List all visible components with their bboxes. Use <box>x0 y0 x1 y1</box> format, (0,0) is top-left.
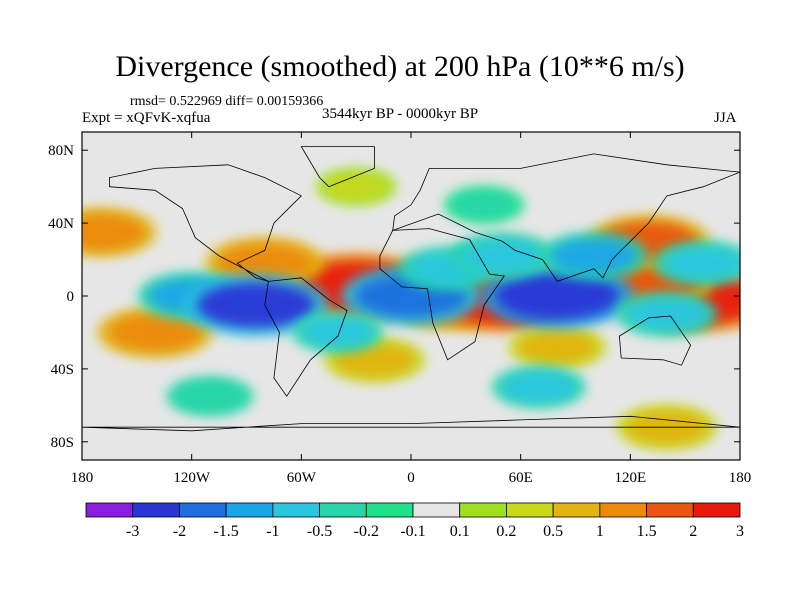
x-tick-label: 60E <box>509 470 533 486</box>
coastline <box>264 277 348 397</box>
period-label: 3544kyr BP - 0000kyr BP <box>322 106 479 122</box>
y-tick-label: 80N <box>48 143 74 159</box>
coastline <box>618 315 692 366</box>
feature-blob <box>82 214 146 251</box>
colorbar-label: 0.1 <box>450 523 470 540</box>
colorbar-label: 0.5 <box>543 523 563 540</box>
feature-blob <box>217 244 313 283</box>
chart-title: Divergence (smoothed) at 200 hPa (10**6 … <box>115 50 685 83</box>
x-tick-label: 0 <box>407 470 415 486</box>
experiment-label: Expt = xQFvK-xqfua <box>82 110 211 126</box>
colorbar-label: -2 <box>173 523 186 540</box>
x-tick-label: 180 <box>729 470 752 486</box>
y-tick-label: 0 <box>67 289 75 305</box>
x-tick-label: 180 <box>71 470 94 486</box>
colorbar-swatch <box>459 502 507 518</box>
colorbar-label: -1 <box>266 523 279 540</box>
colorbar-swatch <box>646 502 694 518</box>
colorbar-label: -1.5 <box>213 523 238 540</box>
colorbar-swatch <box>85 502 134 518</box>
colorbar-label: -0.5 <box>307 523 332 540</box>
feature-blob <box>301 317 375 348</box>
feature-blob <box>108 313 202 351</box>
feature-blob <box>495 272 619 320</box>
colorbar-swatch <box>132 502 180 518</box>
colorbar-swatch <box>599 502 647 518</box>
colorbar-swatch <box>179 502 227 518</box>
colorbar-label: -0.1 <box>400 523 425 540</box>
x-tick-label: 120E <box>614 470 646 486</box>
coastline <box>392 153 740 282</box>
feature-blob <box>333 343 416 377</box>
feature-blob <box>174 381 245 411</box>
feature-blob <box>518 331 597 364</box>
colorbar-label: -0.2 <box>354 523 379 540</box>
colorbar-swatch <box>552 502 601 518</box>
colorbar-label: 1 <box>596 523 604 540</box>
coastline <box>379 228 505 361</box>
colorbar-label: 1.5 <box>637 523 657 540</box>
field-layer <box>82 168 740 450</box>
colorbar-label: -3 <box>126 523 139 540</box>
feature-blob <box>550 238 638 274</box>
colorbar-swatch <box>319 502 367 518</box>
season-label: JJA <box>714 110 737 126</box>
feature-blob <box>451 191 517 219</box>
y-tick-label: 80S <box>51 435 74 451</box>
x-tick-label: 60W <box>287 470 317 486</box>
colorbar-swatch <box>692 502 741 518</box>
feature-blob <box>662 246 740 280</box>
y-tick-label: 40S <box>51 362 74 378</box>
feature-blob <box>460 238 545 273</box>
y-tick-label: 40N <box>48 216 74 232</box>
colorbar-label: 0.2 <box>496 523 516 540</box>
feature-blob <box>323 173 389 201</box>
colorbar-label: 2 <box>689 523 697 540</box>
coastline <box>82 415 740 432</box>
coastlines <box>82 146 740 432</box>
colorbar-swatch <box>506 502 554 518</box>
feature-blob <box>196 282 315 329</box>
colorbar-swatch <box>365 502 414 518</box>
feature-blob <box>501 371 577 403</box>
x-tick-label: 120W <box>173 470 211 486</box>
coastline <box>300 146 375 188</box>
colorbar-swatch <box>272 502 320 518</box>
colorbar-swatch <box>225 502 274 518</box>
feature-blob <box>626 297 708 331</box>
stats-label: rmsd= 0.522969 diff= 0.00159366 <box>130 94 324 109</box>
colorbar-label: 3 <box>736 523 744 540</box>
coastline <box>109 164 302 282</box>
colorbar-swatch <box>412 502 461 518</box>
